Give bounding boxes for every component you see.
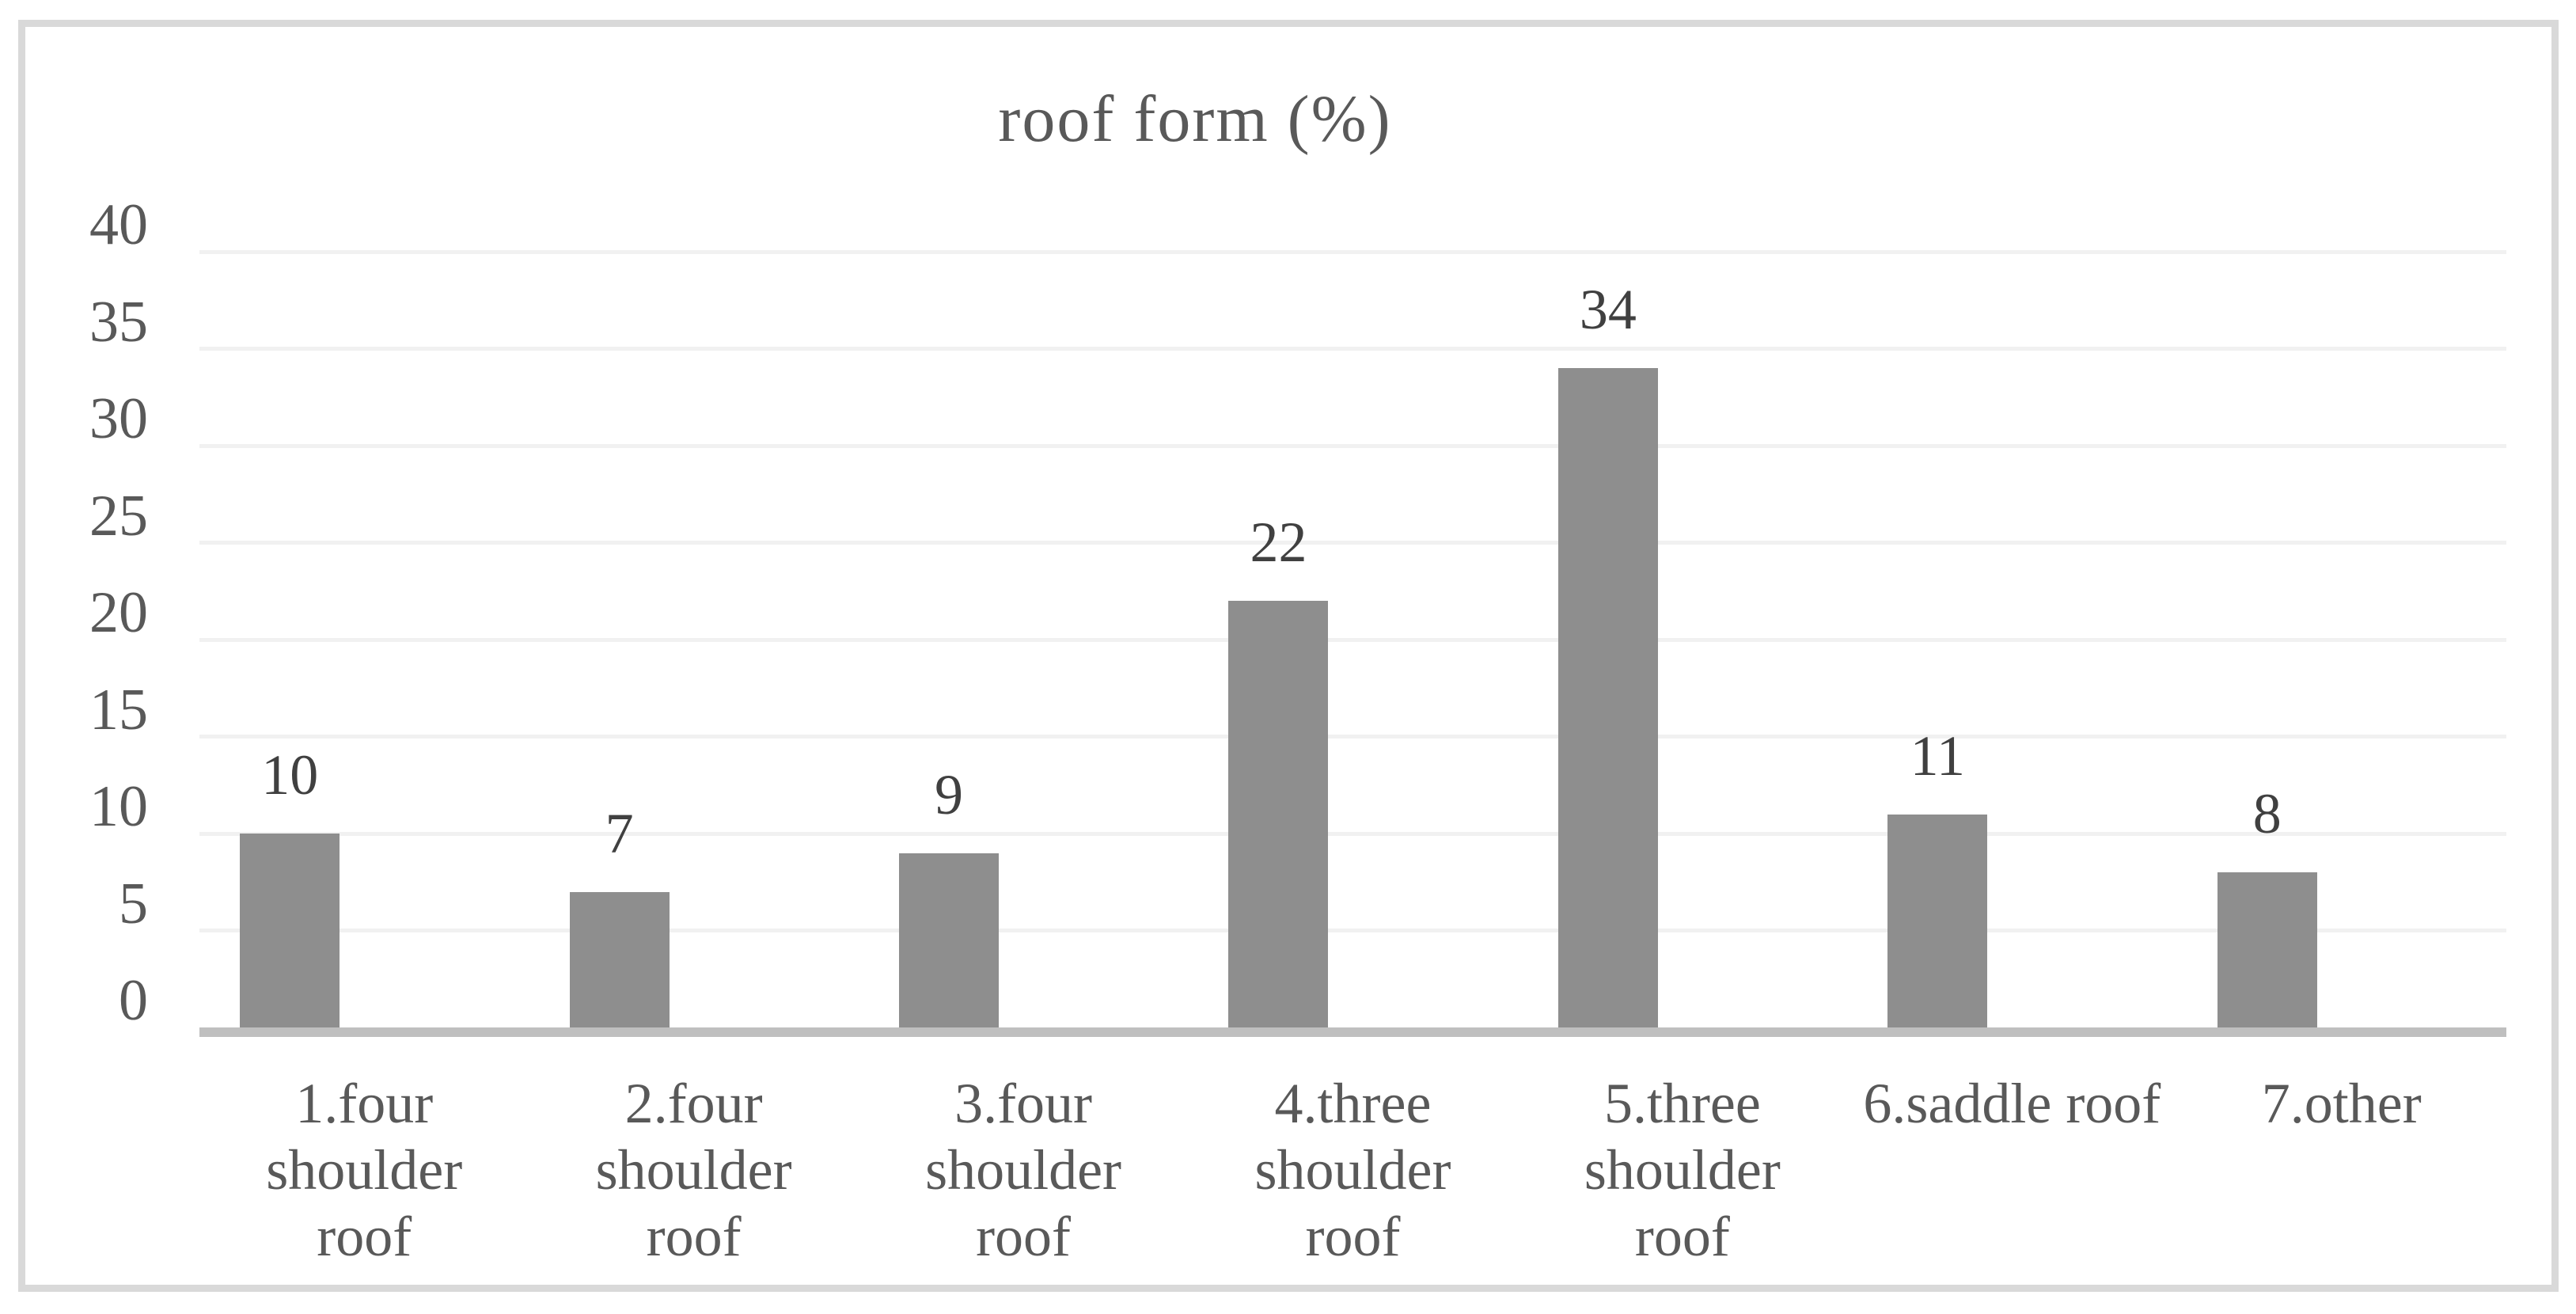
y-tick-label-20: 20 xyxy=(89,580,148,645)
x-category-label-7: 7.other xyxy=(2261,1072,2422,1135)
y-tick-label-5: 5 xyxy=(119,871,148,936)
x-axis-line xyxy=(199,1027,2506,1037)
plot-area xyxy=(199,249,2506,1027)
x-category-label-5: 5.three shoulder roof xyxy=(1584,1072,1781,1268)
bar-slot-1: 10 xyxy=(125,252,454,1027)
y-tick-label-30: 30 xyxy=(89,386,148,451)
bar-slot-2: 7 xyxy=(454,252,783,1027)
x-category-label-6: 6.saddle roof xyxy=(1863,1072,2161,1135)
gridline-5 xyxy=(199,929,2506,932)
bar-2 xyxy=(569,891,670,1027)
gridline-40 xyxy=(199,249,2506,254)
bar-6 xyxy=(1887,814,1988,1027)
bar-slot-5: 34 xyxy=(1444,252,1773,1027)
bar-slot-4: 22 xyxy=(1113,252,1443,1027)
bar-slot-6: 11 xyxy=(1773,252,2102,1027)
gridline-15 xyxy=(199,735,2506,739)
bar-value-label-1: 10 xyxy=(261,743,319,807)
x-category-label-3: 3.four shoulder roof xyxy=(925,1072,1122,1268)
bar-value-label-4: 22 xyxy=(1250,511,1307,574)
x-axis-category-labels: 1.four shoulder roof 2.four shoulder roof 3.fo… xyxy=(199,1070,2506,1270)
bar-value-label-3: 9 xyxy=(935,762,964,826)
bars-row: 10 7 9 22 34 11 8 xyxy=(125,252,2432,1027)
chart-title: roof form (%) xyxy=(998,82,1392,156)
x-category-label-1: 1.four shoulder roof xyxy=(266,1072,463,1268)
bar-value-label-2: 7 xyxy=(605,801,634,865)
y-tick-label-40: 40 xyxy=(89,192,148,257)
bar-4 xyxy=(1228,601,1329,1027)
y-tick-label-15: 15 xyxy=(89,677,148,742)
bar-slot-3: 9 xyxy=(784,252,1113,1027)
y-tick-label-35: 35 xyxy=(89,289,148,355)
gridline-35 xyxy=(199,347,2506,351)
y-tick-label-25: 25 xyxy=(89,483,148,549)
bar-5 xyxy=(1557,368,1658,1027)
gridline-10 xyxy=(199,831,2506,836)
gridline-20 xyxy=(199,637,2506,642)
x-category-label-2: 2.four shoulder roof xyxy=(595,1072,792,1268)
bar-value-label-5: 34 xyxy=(1579,278,1637,341)
bar-value-label-7: 8 xyxy=(2252,782,2282,845)
y-tick-label-0: 0 xyxy=(119,968,148,1033)
y-tick-label-10: 10 xyxy=(89,774,148,839)
bar-3 xyxy=(899,853,1000,1027)
bar-1 xyxy=(240,834,340,1027)
gridline-25 xyxy=(199,541,2506,545)
bar-slot-7: 8 xyxy=(2103,252,2432,1027)
chart-frame: roof form (%) 10 7 9 22 34 11 8 0 5 10 15 20 25 30 35… xyxy=(18,20,2559,1292)
bar-value-label-6: 11 xyxy=(1910,723,1965,788)
x-category-label-4: 4.three shoulder roof xyxy=(1254,1072,1451,1268)
gridline-30 xyxy=(199,443,2506,448)
bar-7 xyxy=(2217,872,2317,1027)
